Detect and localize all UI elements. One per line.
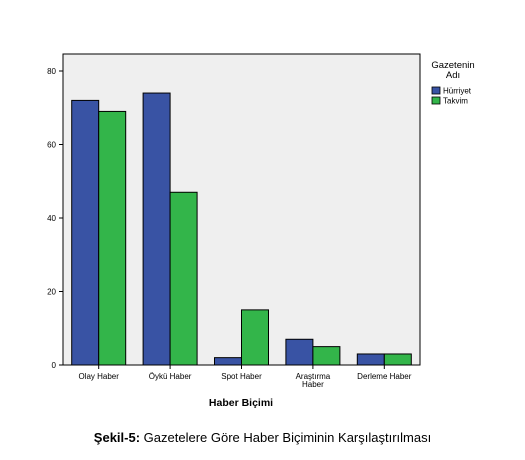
bar-takvim-2 [241,309,269,366]
x-axis-title: Haber Biçimi [209,397,273,409]
y-tick-label: 80 [47,67,56,76]
bar-takvim-3 [312,346,341,366]
y-tick-label: 40 [47,214,56,223]
legend-label-hürriyet: Hürriyet [443,87,472,96]
bar-takvim-0 [98,110,127,366]
caption-label: Şekil-5: [93,430,141,445]
legend-swatch-hürriyet [431,86,441,95]
x-tick-label: Spot Haber [221,372,262,381]
x-tick-label: Öykü Haber [149,372,192,381]
legend-title: Gazetenin [431,60,474,71]
bar-hürriyet-2 [214,357,242,366]
x-tick-label: Olay Haber [78,372,119,381]
caption-text: Gazetelere Göre Haber Biçiminin Karşılaş… [140,430,432,445]
x-tick-label: Haber [302,380,324,389]
x-tick-label: Derleme Haber [357,372,412,381]
bar-takvim-1 [169,191,198,366]
x-axis: Olay Haber Öykü Haber Spot Haber AraştırmaH… [78,365,412,389]
bar-chart: 0 20 40 60 80 Olay Haber Öykü Haber Spot Haber… [47,53,475,409]
y-axis: 0 20 40 60 80 [47,67,63,370]
bar-hürriyet-3 [285,338,314,366]
y-tick-label: 20 [47,288,56,297]
bar-takvim-4 [383,353,412,366]
legend-label-takvim: Takvim [443,97,468,106]
legend-title: Adı [446,70,460,81]
bars [71,92,412,366]
bar-hürriyet-1 [142,92,171,366]
y-tick-label: 0 [52,361,57,370]
y-tick-label: 60 [47,141,56,150]
bar-hürriyet-0 [71,99,100,366]
figure-caption: Şekil-5: Gazetelere Göre Haber Biçiminin… [0,430,525,445]
x-tick-label: Araştırma [296,372,331,381]
legend-swatch-takvim [431,96,441,105]
bar-hürriyet-4 [356,353,385,366]
